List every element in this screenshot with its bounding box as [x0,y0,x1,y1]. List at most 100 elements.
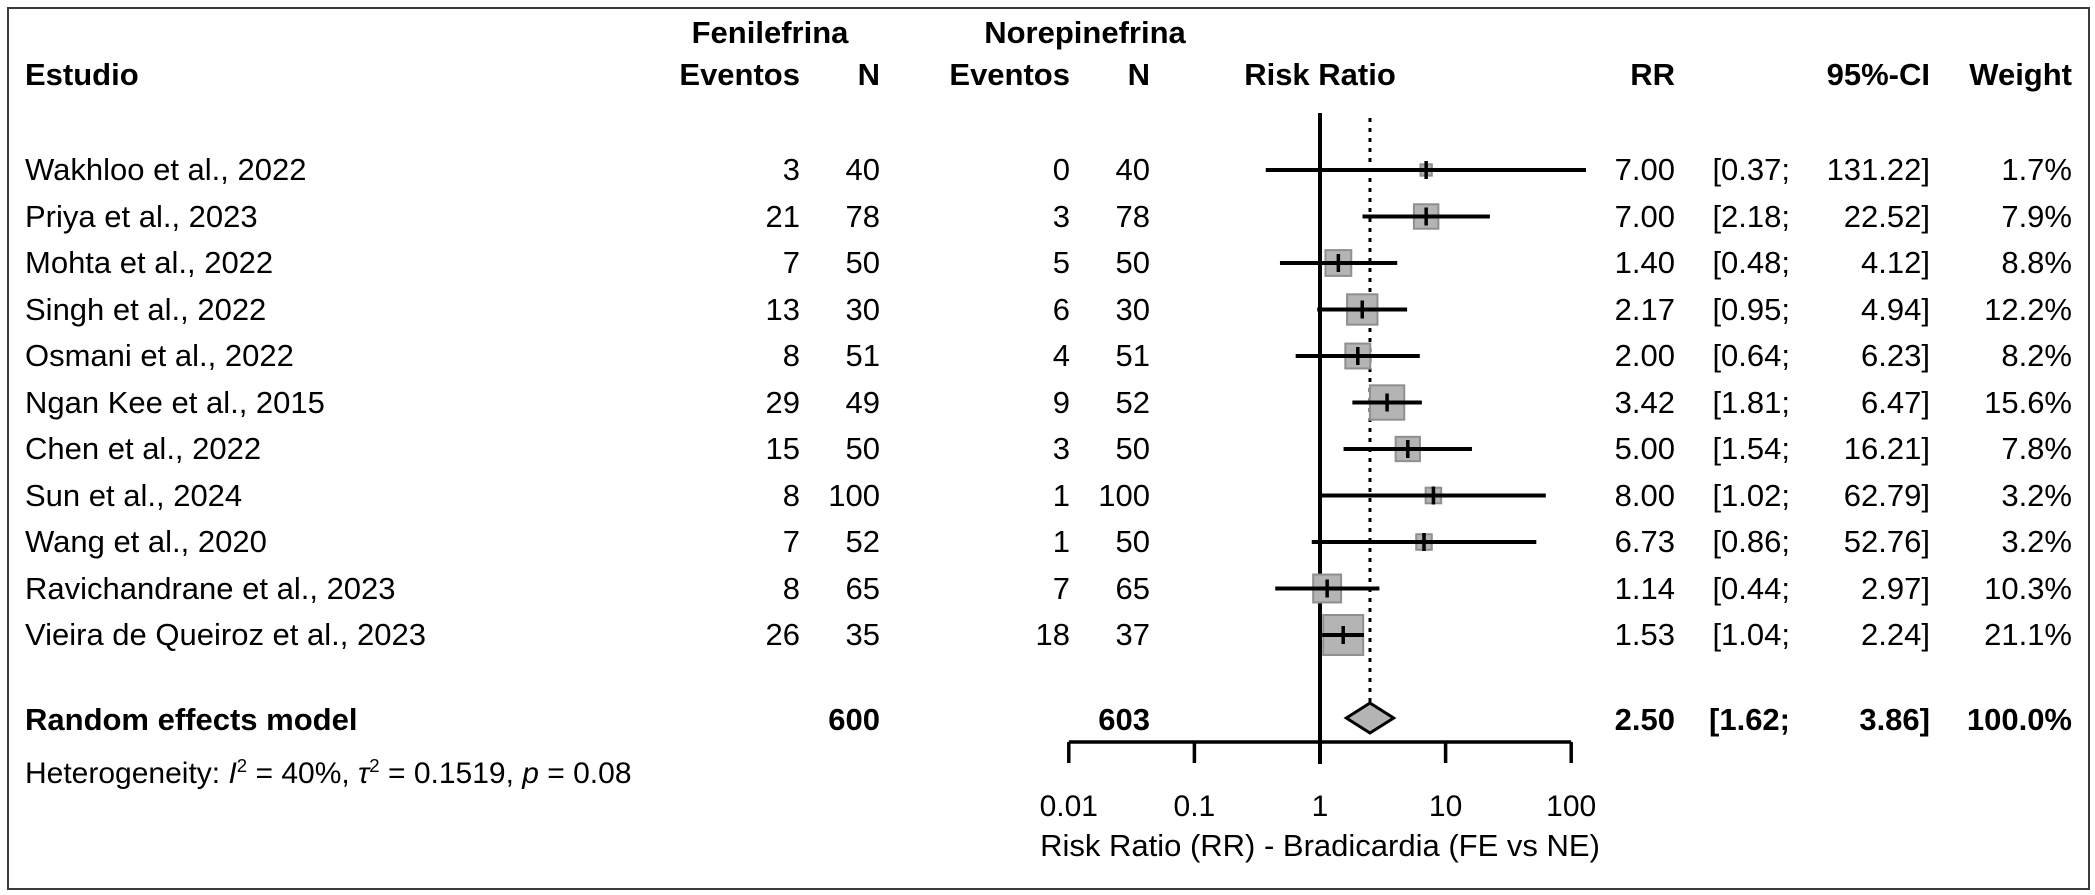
fe-events-column-header: Eventos [679,57,800,92]
fe-n: 35 [845,617,880,652]
weight-value: 15.6% [1984,384,2072,420]
rr-value: 2.17 [1614,291,1675,327]
het-tau-symbol: τ [358,757,370,790]
study-row: Wakhloo et al., 2022 3 40 0 40 7.00 [0.3… [0,147,2095,193]
weight-value: 3.2% [2001,524,2072,559]
ne-events: 9 [1052,384,1070,420]
rr-value: 6.73 [1614,524,1675,559]
x-axis-tick-label: 100 [1546,790,1596,823]
ne-events: 5 [1052,245,1070,280]
ne-events: 0 [1052,152,1070,187]
summary-fe-n: 600 [828,702,880,737]
ne-n: 50 [1115,245,1150,280]
ne-n: 65 [1115,570,1150,606]
weight-value: 21.1% [1984,617,2072,652]
ne-n: 78 [1115,198,1150,234]
fe-n: 50 [845,431,880,466]
group1-header: Fenilefrina [691,15,849,50]
summary-ci-high: 3.86] [1859,702,1930,737]
weight-value: 7.9% [2001,198,2072,234]
study-row: Wang et al., 2020 7 52 1 50 6.73 [0.86; … [0,519,2095,565]
rr-value: 5.00 [1614,431,1675,466]
weight-column-header: Weight [1969,57,2072,92]
weight-value: 8.2% [2001,338,2072,373]
ne-n: 50 [1115,431,1150,466]
summary-ne-n: 603 [1098,702,1150,737]
summary-row: Random effects model 600 603 2.50 [1.62;… [0,697,2095,743]
x-axis-tick-label: 0.1 [1174,790,1216,823]
het-p-symbol: p [522,757,539,790]
summary-diamond [1343,701,1397,735]
ci-high: 4.12] [1861,245,1930,280]
ci-high: 6.23] [1861,338,1930,373]
het-i-sup: 2 [236,755,248,776]
study-row: Osmani et al., 2022 8 51 4 51 2.00 [0.64… [0,333,2095,379]
ne-events: 6 [1052,291,1070,327]
ne-events: 1 [1052,524,1070,559]
study-column-header: Estudio [25,57,139,92]
study-row: Vieira de Queiroz et al., 2023 26 35 18 … [0,612,2095,658]
weight-value: 12.2% [1984,291,2072,327]
het-prefix: Heterogeneity: [25,757,229,790]
group2-header: Norepinefrina [984,15,1186,50]
rr-value: 8.00 [1614,477,1675,513]
het-i-symbol: I [228,757,237,790]
weight-value: 8.8% [2001,245,2072,280]
fe-n: 50 [845,245,880,280]
rr-value: 1.40 [1614,245,1675,280]
study-name: Priya et al., 2023 [25,198,258,234]
ne-n: 100 [1098,477,1150,513]
summary-weight: 100.0% [1966,702,2072,737]
study-name: Ngan Kee et al., 2015 [25,384,325,420]
ci-high: 2.97] [1861,570,1930,606]
study-name: Singh et al., 2022 [25,291,267,327]
rr-value: 2.00 [1614,338,1675,373]
study-row: Ravichandrane et al., 2023 8 65 7 65 1.1… [0,566,2095,612]
fe-events: 8 [782,338,800,373]
ne-events: 4 [1052,338,1070,373]
fe-n: 40 [845,152,880,187]
ne-n: 52 [1115,384,1150,420]
ci-high: 22.52] [1843,198,1930,234]
het-i-rest: = 40%, [247,757,359,790]
ci-high: 6.47] [1861,384,1930,420]
ne-events-column-header: Eventos [949,57,1070,92]
study-row: Ngan Kee et al., 2015 29 49 9 52 3.42 [1… [0,380,2095,426]
ne-n: 50 [1115,524,1150,559]
fe-events: 21 [765,198,800,234]
het-tau-sup: 2 [369,755,380,776]
x-axis-tick-label: 1 [1312,790,1329,823]
rr-value: 1.14 [1614,570,1675,606]
risk-ratio-column-header: Risk Ratio [1244,57,1396,92]
ci-column-header: 95%-CI [1826,57,1930,92]
ci-high: 4.94] [1861,291,1930,327]
ci-high: 2.24] [1861,617,1930,652]
fe-n: 78 [845,198,880,234]
ci-low: [2.18; [1712,198,1790,234]
weight-value: 1.7% [2001,152,2072,187]
study-row: Sun et al., 2024 8 100 1 100 8.00 [1.02;… [0,473,2095,519]
fe-events: 7 [782,245,800,280]
ci-low: [0.44; [1712,570,1790,606]
ci-high: 131.22] [1826,152,1930,187]
heterogeneity-note: Heterogeneity: I2 = 40%, τ2 = 0.1519, p … [25,744,632,796]
ci-high: 16.21] [1843,431,1930,466]
fe-n-column-header: N [857,57,880,92]
study-row: Singh et al., 2022 13 30 6 30 2.17 [0.95… [0,287,2095,333]
ci-low: [1.81; [1712,384,1790,420]
het-tau-rest: = 0.1519, [379,757,523,790]
ne-events: 7 [1052,570,1070,606]
x-axis-title: Risk Ratio (RR) - Bradicardia (FE vs NE) [1040,828,1600,863]
study-row: Priya et al., 2023 21 78 3 78 7.00 [2.18… [0,194,2095,240]
weight-value: 3.2% [2001,477,2072,513]
fe-events: 3 [782,152,800,187]
header-groups-row: Fenilefrina Norepinefrina [0,10,2095,56]
fe-events: 8 [782,477,800,513]
ci-low: [0.64; [1712,338,1790,373]
ci-low: [1.02; [1712,477,1790,513]
header-columns-row: Estudio Eventos N Eventos N Risk Ratio R… [0,52,2095,98]
ne-events: 3 [1052,431,1070,466]
ci-low: [1.54; [1712,431,1790,466]
rr-value: 3.42 [1614,384,1675,420]
fe-events: 29 [765,384,800,420]
